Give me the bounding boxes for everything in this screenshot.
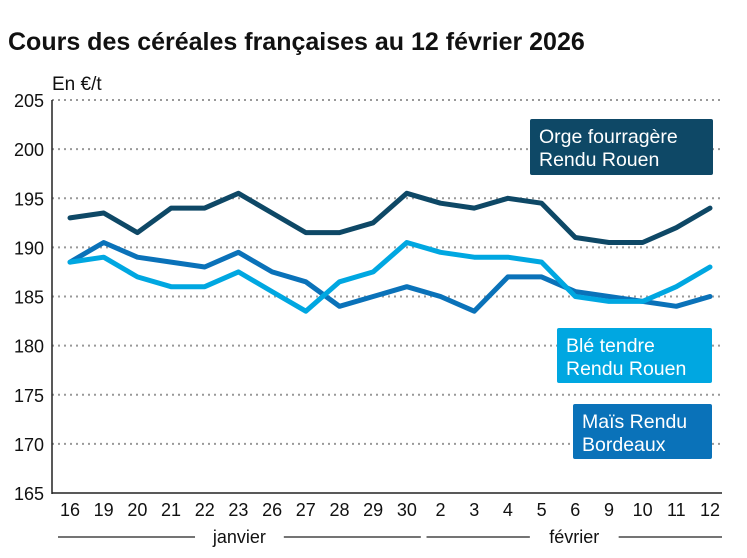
y-tick-label: 170	[14, 435, 44, 455]
month-label: février	[549, 527, 599, 547]
y-tick-label: 190	[14, 238, 44, 258]
legend-label: Blé tendre	[566, 335, 655, 357]
x-tick-label: 19	[94, 500, 114, 520]
x-tick-label: 23	[228, 500, 248, 520]
series-line	[67, 190, 713, 245]
x-tick-label: 27	[296, 500, 316, 520]
x-tick-label: 6	[570, 500, 580, 520]
y-tick-label: 195	[14, 189, 44, 209]
x-tick-label: 29	[363, 500, 383, 520]
x-tick-label: 22	[195, 500, 215, 520]
legend-label: Orge fourragère	[539, 126, 678, 148]
x-tick-label: 5	[537, 500, 547, 520]
legend-box	[530, 119, 713, 175]
legend-label: Rendu Rouen	[539, 149, 659, 171]
series-line	[67, 240, 713, 314]
y-tick-label: 180	[14, 337, 44, 357]
y-axis-label: En €/t	[52, 74, 102, 95]
legend-label: Rendu Rouen	[566, 358, 686, 380]
y-tick-label: 165	[14, 484, 44, 504]
y-tick-label: 200	[14, 140, 44, 160]
legend-label: Maïs Rendu	[582, 411, 687, 433]
y-tick-label: 175	[14, 386, 44, 406]
chart-title: Cours des céréales françaises au 12 févr…	[8, 28, 585, 56]
x-tick-label: 21	[161, 500, 181, 520]
x-tick-label: 16	[60, 500, 80, 520]
x-tick-label: 4	[503, 500, 513, 520]
x-tick-label: 12	[700, 500, 720, 520]
x-tick-label: 10	[633, 500, 653, 520]
x-tick-label: 9	[604, 500, 614, 520]
x-tick-label: 11	[667, 500, 686, 520]
y-tick-label: 205	[14, 91, 44, 111]
x-tick-label: 3	[469, 500, 479, 520]
month-label: janvier	[212, 527, 266, 547]
x-tick-label: 30	[397, 500, 417, 520]
x-tick-label: 28	[329, 500, 349, 520]
x-tick-label: 26	[262, 500, 282, 520]
series-line	[67, 240, 713, 314]
legend-box	[573, 404, 712, 459]
y-tick-label: 185	[14, 288, 44, 308]
x-tick-label: 20	[127, 500, 147, 520]
legend-box	[557, 328, 712, 383]
x-tick-label: 2	[436, 500, 446, 520]
legend-label: Bordeaux	[582, 434, 666, 456]
